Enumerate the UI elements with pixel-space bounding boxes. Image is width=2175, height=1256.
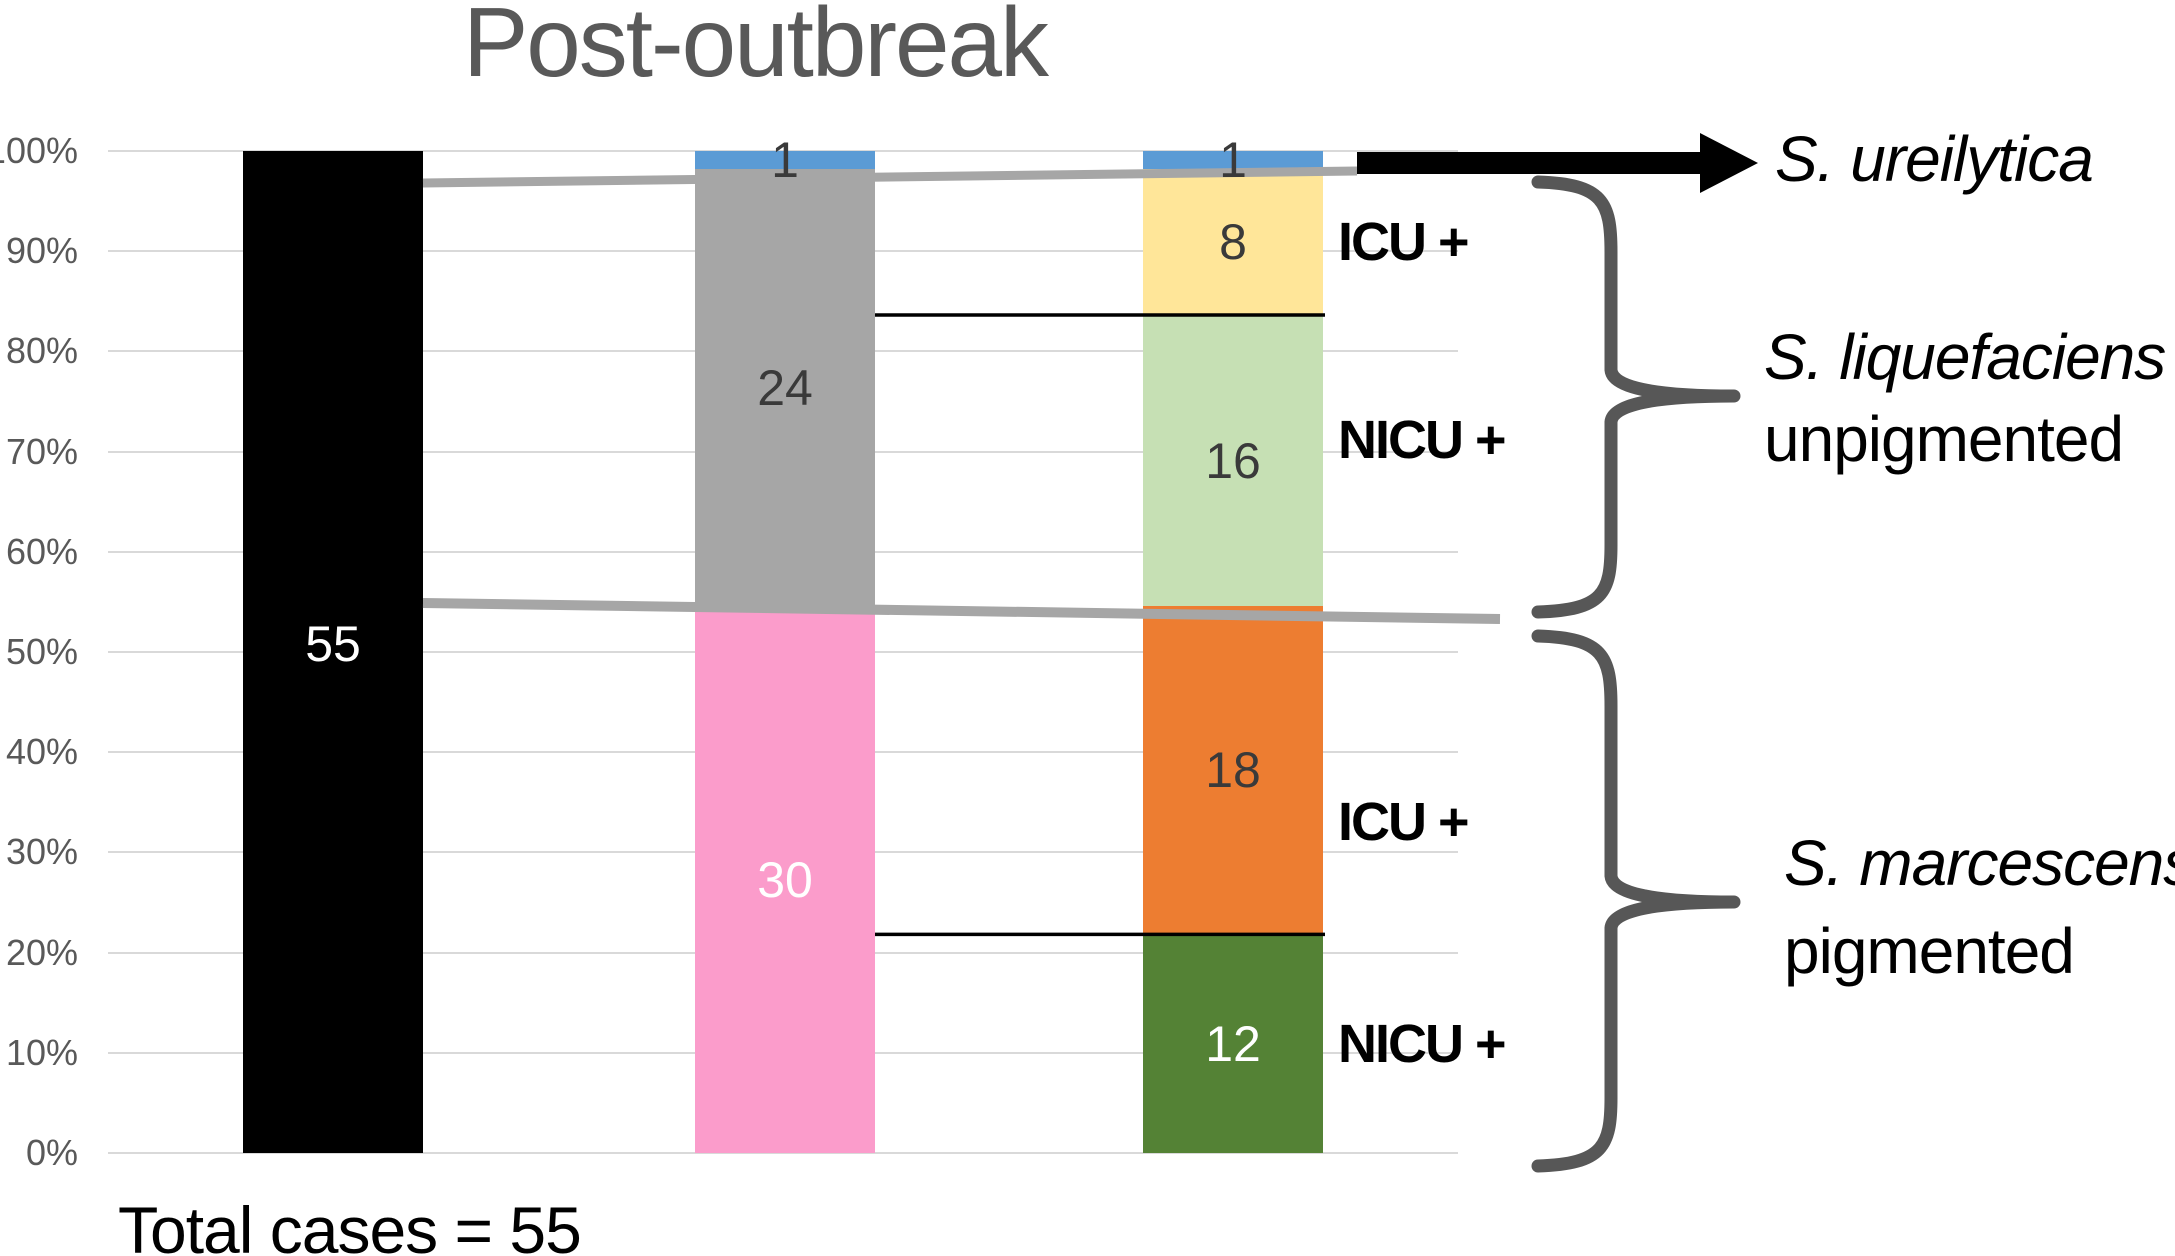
arrow-icon [1357,133,1758,193]
bar-by-unit-segment-8 [1143,169,1323,315]
label-s-liquefaciens: S. liquefaciens [1764,321,2166,393]
y-axis-tick-label: 50% [5,631,78,672]
y-axis-tick-label: 100% [0,130,78,171]
connector-line-middle [422,598,1501,624]
bar-by-pigmentation-segment-24 [695,169,875,607]
bar-by-pigmentation-segment-1 [695,151,875,170]
y-axis-tick-label: 80% [5,330,78,372]
unit-side-label: NICU + [1338,1013,1507,1074]
bar-by-unit-segment-18 [1143,606,1323,935]
y-axis-tick-label: 60% [5,530,78,572]
y-axis-tick-label: 10% [5,1031,78,1073]
y-axis-tick-label: 20% [5,931,78,973]
bar-by-pigmentation-segment-30 [695,606,875,1153]
y-axis-tick-label: 40% [5,731,78,773]
label-s-ureilytica: S. ureilytica [1775,123,2094,195]
y-axis-tick-label: 0% [25,1132,78,1173]
label-pigmented: pigmented [1784,915,2075,987]
brace-pigmented-icon [1531,629,1741,1173]
arrow-head-icon [1700,133,1758,193]
label-s-marcescens: S. marcescens [1784,827,2175,899]
unit-side-label: ICU + [1338,792,1470,853]
y-axis-tick-label: 30% [5,831,78,873]
y-axis-tick-label: 70% [5,430,78,472]
brace-unpigmented-icon [1531,175,1741,619]
bar-all-cases-segment-55 [243,151,423,1153]
unit-side-label: ICU + [1338,212,1470,273]
unit-side-label: NICU + [1338,409,1507,470]
y-axis-tick-label: 90% [5,230,78,272]
chart-title: Post-outbreak [462,0,1049,97]
gridline [108,1152,1458,1154]
bar-by-unit-segment-12 [1143,934,1323,1153]
bar-by-unit-segment-1 [1143,151,1323,170]
bar-by-unit-segment-16 [1143,314,1323,607]
label-unpigmented: unpigmented [1764,403,2124,475]
total-cases-caption: Total cases = 55 [118,1193,582,1256]
arrow-tail [1357,152,1703,174]
